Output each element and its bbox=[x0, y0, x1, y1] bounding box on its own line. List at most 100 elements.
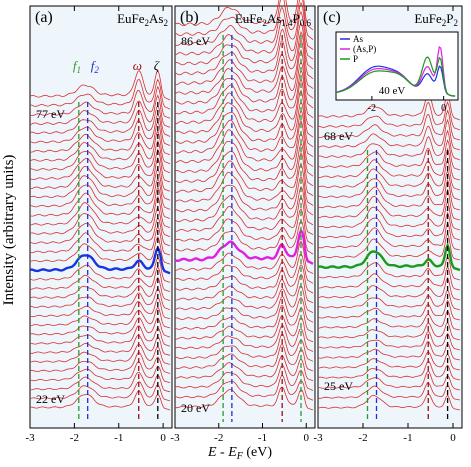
energy-bottom-label: 20 eV bbox=[181, 401, 210, 415]
inset-energy-label: 40 eV bbox=[379, 85, 406, 97]
spectrum-curve bbox=[30, 266, 171, 292]
spectrum-curve bbox=[174, 374, 314, 401]
spectrum-curve bbox=[174, 344, 314, 372]
spectrum-curve bbox=[317, 179, 461, 211]
x-tick-label: 0 bbox=[304, 432, 310, 444]
inset-tick-label: 0 bbox=[441, 103, 446, 114]
spectrum-curve bbox=[29, 334, 171, 356]
spectrum-curve bbox=[317, 147, 461, 181]
panel-b: -3 -2 -1 0 (b) EuFe2As1.4P0.6 86 eV 20 eV bbox=[170, 0, 316, 444]
spectrum-curve bbox=[174, 195, 314, 235]
spectrum-curve bbox=[317, 232, 461, 261]
spectrum-curve bbox=[29, 85, 171, 119]
spectrum-curve bbox=[29, 130, 171, 165]
marker-label: f2 bbox=[91, 58, 100, 75]
spectrum-curve bbox=[174, 0, 314, 41]
energy-bottom-label: 22 eV bbox=[36, 392, 65, 406]
spectrum-curve bbox=[29, 390, 171, 411]
x-axis-label: E - EF (eV) bbox=[207, 445, 272, 462]
panel-label: (a) bbox=[35, 9, 53, 26]
spectrum-curve bbox=[29, 236, 171, 265]
spectrum-curve bbox=[29, 94, 171, 128]
spectrum-curve bbox=[174, 284, 314, 313]
spectrum-curve bbox=[174, 100, 314, 148]
spectrum-curve bbox=[317, 265, 461, 291]
spectrum-curve bbox=[29, 177, 171, 210]
spectrum-curve bbox=[29, 372, 171, 393]
spectrum-curve bbox=[174, 49, 314, 99]
compound-label: EuFe2P2 bbox=[414, 11, 458, 28]
spectrum-curve bbox=[317, 158, 461, 191]
spectrum-curve bbox=[317, 351, 461, 371]
x-tick-label: -1 bbox=[114, 432, 123, 444]
spectrum-curve bbox=[174, 175, 314, 216]
spectrum-curve bbox=[317, 321, 461, 341]
svg-text:E - EF (eV): E - EF (eV) bbox=[207, 445, 272, 462]
energy-top-label: 86 eV bbox=[181, 34, 210, 48]
spectrum-curve bbox=[174, 295, 314, 323]
spectrum-curve bbox=[317, 289, 461, 311]
spectrum-curve bbox=[29, 276, 171, 301]
spectrum-curve bbox=[174, 163, 314, 206]
spectrum-curve bbox=[174, 22, 314, 70]
spectrum-curve bbox=[317, 91, 461, 121]
spectrum-curve bbox=[174, 386, 314, 411]
spectrum-curve bbox=[174, 1, 314, 50]
marker-label: f1 bbox=[73, 58, 81, 75]
x-tick-label: -2 bbox=[70, 432, 79, 444]
x-tick-label: -1 bbox=[258, 432, 267, 444]
panel-c: -3 -2 -1 0 (c) EuFe2P2 68 eV 25 eV -2 0 As(As,P)P 4… bbox=[313, 5, 463, 444]
spectrum-curve bbox=[174, 315, 314, 343]
spectrum-curve bbox=[29, 381, 171, 402]
spectrum-curve bbox=[29, 306, 171, 329]
spectrum-curve bbox=[174, 31, 314, 80]
spectrum-curve bbox=[174, 324, 314, 352]
spectrum-curve bbox=[174, 60, 314, 109]
marker-label: ζ bbox=[154, 58, 160, 73]
plot-frame bbox=[29, 5, 173, 429]
inset-tick-label: -2 bbox=[368, 103, 376, 114]
spectrum-curve bbox=[29, 140, 171, 174]
spectrum-curve bbox=[317, 255, 461, 281]
spectrum-curve bbox=[29, 206, 171, 238]
x-tick-label: 0 bbox=[450, 432, 456, 444]
plot-frame bbox=[174, 5, 316, 429]
legend-entry: P bbox=[353, 54, 358, 64]
spectrum-curve bbox=[174, 208, 314, 245]
energy-bottom-label: 25 eV bbox=[324, 379, 353, 393]
compound-label: EuFe2As2 bbox=[117, 11, 168, 28]
spectrum-curve bbox=[29, 225, 171, 256]
spectrum-curve bbox=[175, 333, 314, 362]
panel-label: (b) bbox=[180, 9, 199, 26]
spectrum-curve bbox=[174, 10, 314, 60]
spectrum-curve bbox=[174, 89, 314, 138]
panel-a: -3 -2 -1 0 (a) EuFe2As2 77 eV 22 eV f1 f2 ω ζ bbox=[25, 5, 173, 444]
spectrum-curve bbox=[174, 355, 314, 382]
spectrum-curve bbox=[317, 101, 461, 131]
spectrum-curve bbox=[29, 317, 171, 338]
energy-top-label: 77 eV bbox=[36, 107, 65, 121]
spectrum-curve bbox=[29, 69, 171, 101]
x-tick-label: -3 bbox=[25, 432, 35, 444]
spectrum-curve bbox=[317, 341, 461, 361]
x-tick-label: -2 bbox=[358, 432, 367, 444]
y-axis-label: Intensity (arbitrary units) bbox=[1, 155, 17, 306]
spectrum-curve bbox=[29, 112, 171, 146]
spectrum-curve bbox=[174, 151, 314, 196]
spectrum-curve bbox=[174, 185, 314, 226]
panel-label: (c) bbox=[323, 9, 341, 26]
energy-top-label: 68 eV bbox=[324, 129, 353, 143]
x-tick-label: -3 bbox=[313, 432, 323, 444]
spectrum-curve bbox=[317, 169, 461, 201]
spectrum-curve bbox=[174, 240, 314, 274]
spectrum-curve bbox=[317, 221, 461, 251]
spectrum-curve bbox=[317, 382, 461, 401]
spectrum-curve bbox=[29, 296, 171, 320]
x-tick-label: -3 bbox=[170, 432, 180, 444]
spectrum-curve bbox=[317, 188, 461, 221]
marker-label: ω bbox=[133, 58, 142, 73]
x-tick-label: -1 bbox=[403, 432, 412, 444]
inset-curve bbox=[335, 65, 456, 97]
highlight-spectrum bbox=[317, 242, 461, 272]
